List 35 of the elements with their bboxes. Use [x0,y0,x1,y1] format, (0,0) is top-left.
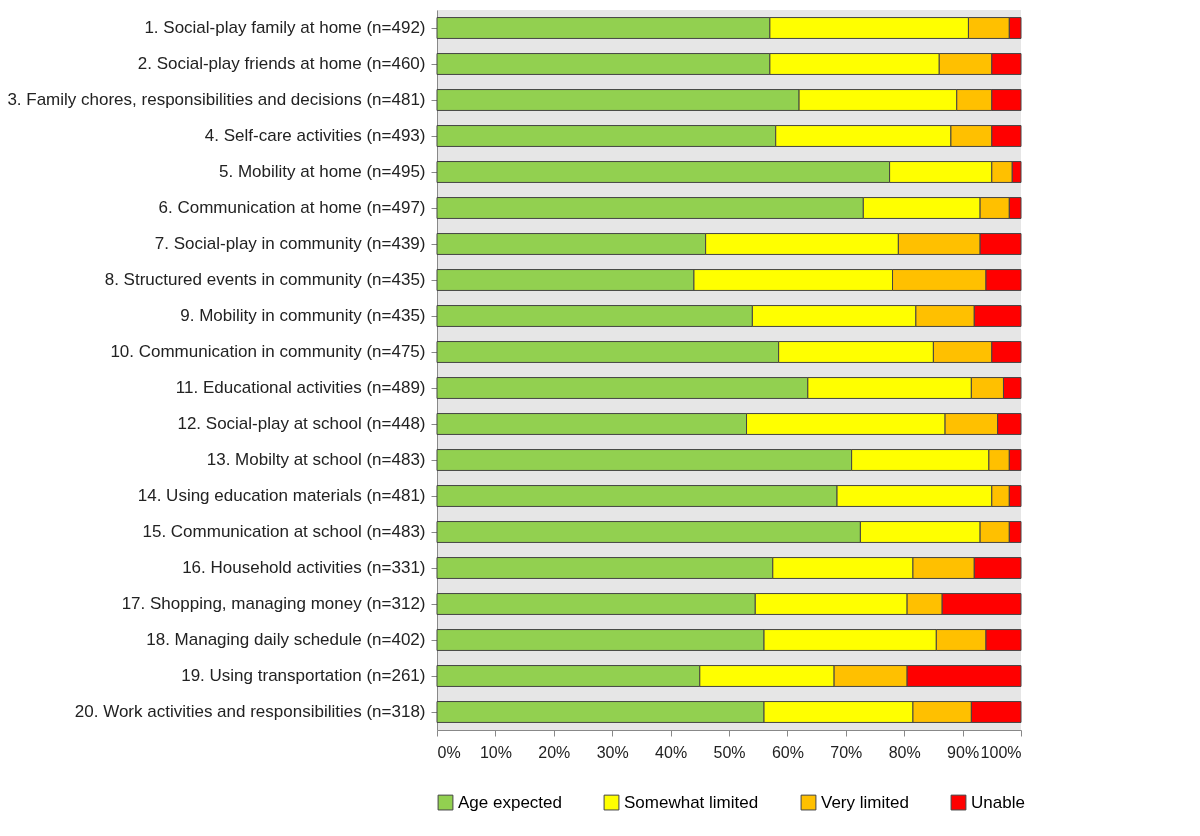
x-tick-label: 10% [479,743,512,761]
legend-label: Somewhat limited [624,792,759,812]
y-tick-label: 5. Mobility at home (n=495) [219,162,426,181]
x-tick-label: 30% [596,743,629,761]
x-tick-label: 80% [888,743,921,761]
y-tick-label: 18. Managing daily schedule (n=402) [146,630,426,649]
x-tick-label: 40% [655,743,688,761]
y-tick-label: 8. Structured events in community (n=435) [104,270,426,289]
y-tick-label: 11. Educational activities (n=489) [175,378,426,397]
legend-label: Very limited [821,792,909,812]
y-tick-label: 16. Household activities (n=331) [182,558,426,577]
legend-label: Unable [971,792,1025,812]
y-tick-label: 4. Self-care activities (n=493) [204,126,426,145]
x-tick-label: 70% [830,743,863,761]
y-tick-label: 6. Communication at home (n=497) [158,198,426,217]
x-tick-label: 50% [713,743,746,761]
x-tick-label: 90% [947,743,980,761]
x-tick-label: 20% [538,743,571,761]
y-tick-label: 13. Mobilty at school (n=483) [206,450,426,469]
x-tick-label: 100% [980,743,1022,761]
y-tick-label: 17. Shopping, managing money (n=312) [121,594,426,613]
y-tick-label: 19. Using transportation (n=261) [181,666,426,685]
legend-label: Age expected [458,792,562,812]
x-tick-label: 0% [437,743,461,761]
y-tick-label: 10. Communication in community (n=475) [110,342,426,361]
y-tick-label: 3. Family chores, responsibilities and decisions (n=481) [7,90,426,109]
y-tick-label: 7. Social-play in community (n=439) [154,234,426,253]
x-tick-label: 60% [771,743,804,761]
y-tick-label: 2. Social-play friends at home (n=460) [137,54,426,73]
y-tick-label: 1. Social-play family at home (n=492) [144,18,426,37]
y-tick-label: 20. Work activities and responsibilities (n=318) [74,702,426,721]
y-tick-label: 15. Communication at school (n=483) [142,522,426,541]
y-tick-label: 9. Mobility in community (n=435) [180,306,426,325]
y-tick-label: 14. Using education materials (n=481) [137,486,426,505]
y-tick-label: 12. Social-play at school (n=448) [177,414,426,433]
